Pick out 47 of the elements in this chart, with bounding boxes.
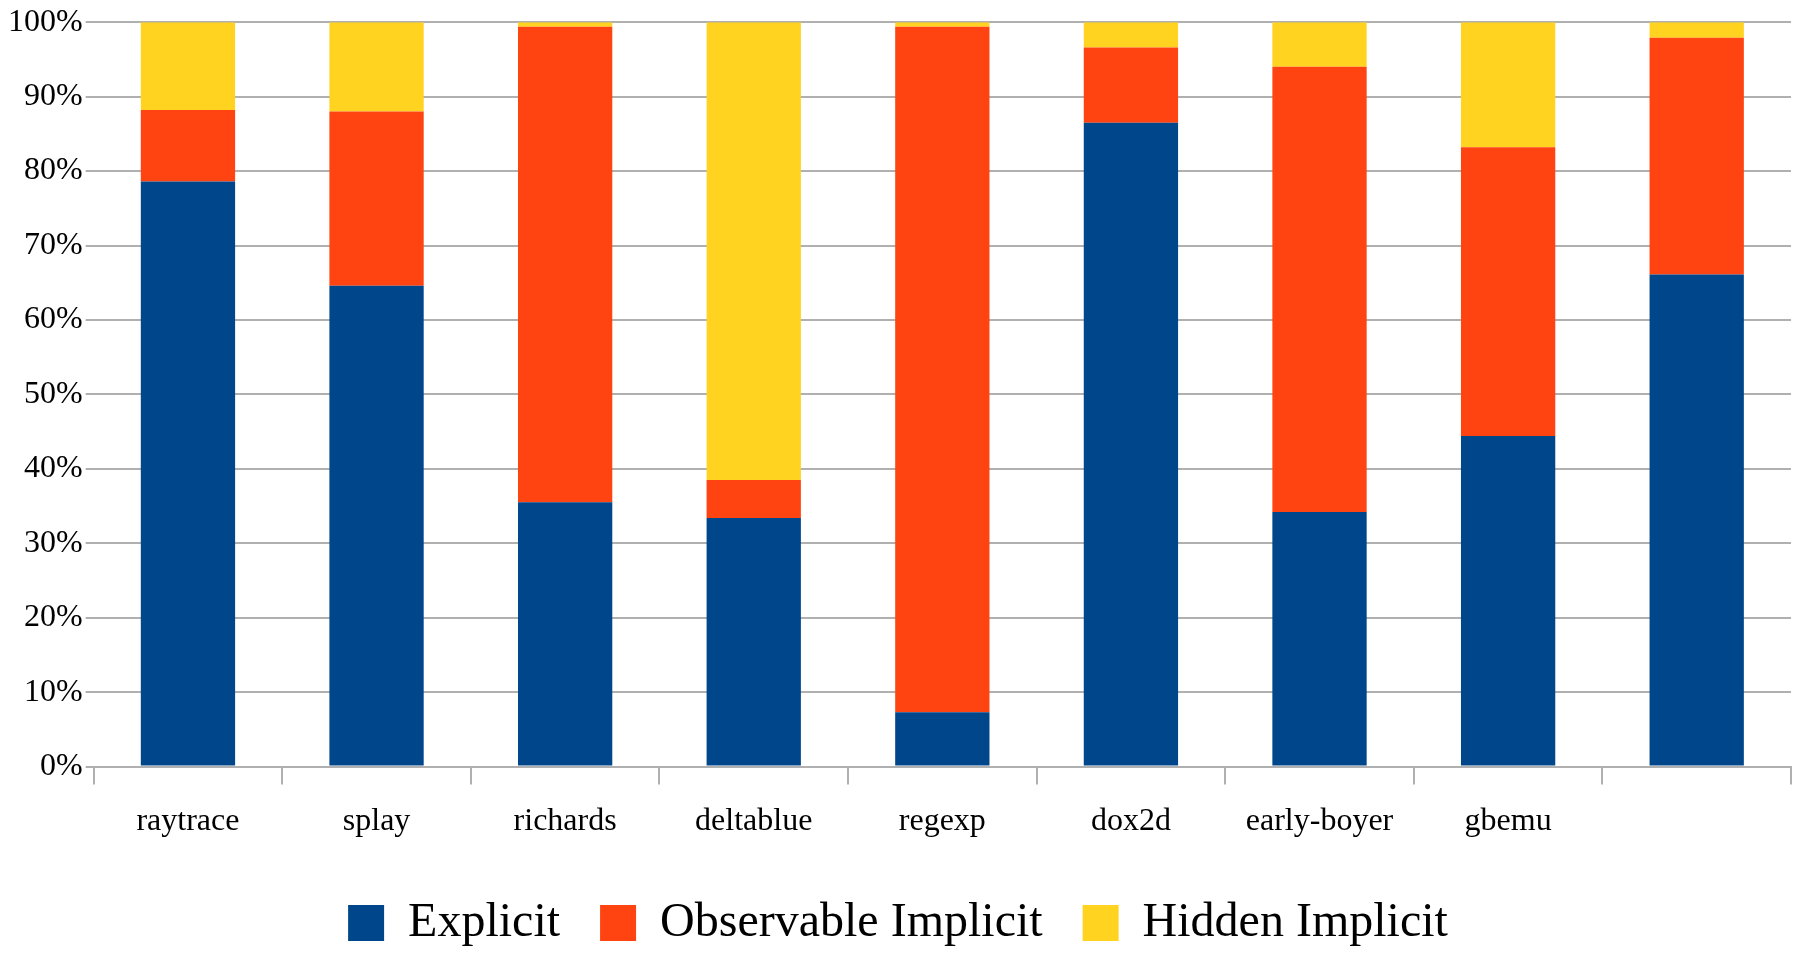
bar (706, 480, 801, 518)
bar (1649, 22, 1744, 38)
y-tick-label: 10% (24, 671, 83, 708)
legend-label: Explicit (408, 892, 561, 946)
bar (1460, 147, 1556, 437)
y-tick-label: 40% (24, 448, 83, 485)
x-tick-label: richards (513, 801, 617, 838)
y-tick-label: 60% (24, 299, 83, 336)
bar (140, 22, 236, 111)
bar (1083, 122, 1179, 766)
bar (329, 111, 424, 286)
bar (1272, 512, 1367, 766)
x-tick-label: deltablue (695, 801, 813, 838)
y-tick-label: 80% (24, 150, 83, 187)
bar (706, 22, 801, 481)
bar (329, 22, 424, 112)
bar (1083, 22, 1179, 48)
bar (895, 26, 990, 713)
bar (517, 502, 613, 766)
x-tick-label: dox2d (1090, 801, 1171, 838)
bar (706, 517, 801, 766)
bar (329, 285, 424, 766)
x-tick-label: splay (342, 801, 411, 838)
bar (140, 110, 236, 182)
x-tick-label: gbemu (1464, 801, 1552, 838)
bar (1649, 37, 1744, 275)
y-tick-label: 30% (24, 522, 83, 559)
y-tick-label: 20% (24, 597, 83, 634)
y-tick-label: 0% (40, 746, 83, 783)
y-tick-label: 90% (24, 76, 83, 113)
bar (517, 26, 613, 503)
x-tick-label: early-boyer (1245, 801, 1394, 838)
bar (1272, 22, 1367, 67)
bar (1460, 22, 1556, 148)
bar (1272, 66, 1367, 513)
x-tick-label: raytrace (136, 801, 240, 838)
bar (140, 181, 236, 766)
legend-label: Hidden Implicit (1142, 892, 1449, 946)
bar (1460, 436, 1556, 766)
y-tick-label: 50% (24, 373, 83, 410)
y-tick-label: 100% (8, 1, 83, 38)
bar (1649, 274, 1744, 766)
bar (895, 712, 990, 766)
legend-label: Observable Implicit (660, 892, 1044, 946)
x-tick-label: regexp (898, 801, 986, 838)
y-tick-label: 70% (24, 224, 83, 261)
bar (1083, 47, 1179, 123)
